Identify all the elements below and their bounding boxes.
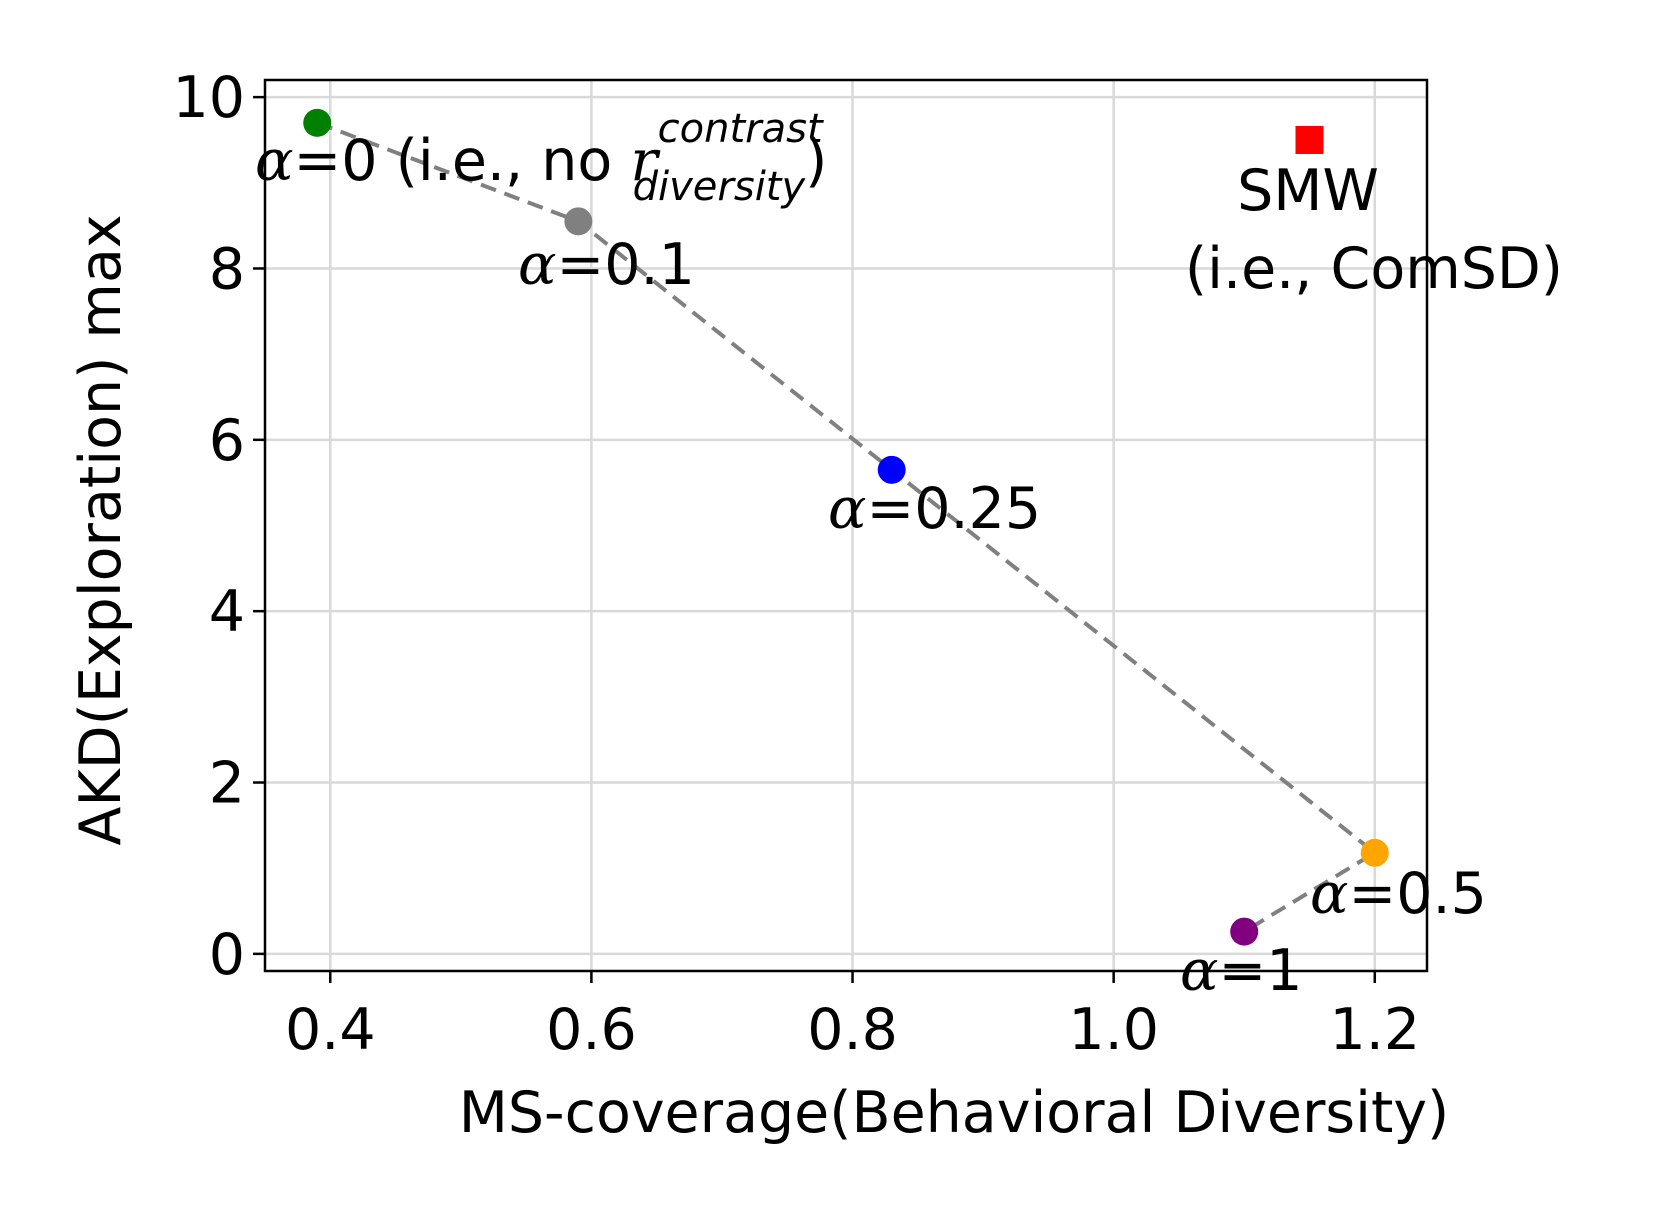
annotation-alpha-0-value: =0 (i.e., no <box>294 128 631 194</box>
y-tick-label: 2 <box>209 751 245 817</box>
alpha-symbol: α <box>255 128 294 194</box>
annotation-alpha-0-close: ) <box>805 128 827 194</box>
x-tick-label: 0.4 <box>285 997 376 1063</box>
alpha-symbol: α <box>518 232 557 298</box>
annotation-alpha-1: α=1 <box>1180 938 1303 1004</box>
r-superscript: contrast <box>658 106 824 152</box>
alpha-symbol: α <box>1310 861 1349 927</box>
alpha-symbol: α <box>828 476 867 542</box>
x-axis-ticks: 0.4 0.6 0.8 1.0 1.2 <box>285 971 1420 1063</box>
annotation-alpha-0.25-value: =0.25 <box>867 476 1042 542</box>
annotation-alpha-0: α=0 (i.e., no rcontrast diversity) <box>255 106 827 210</box>
x-tick-label: 0.8 <box>807 997 898 1063</box>
annotation-alpha-0.1: α=0.1 <box>518 232 695 298</box>
marker-alpha-1 <box>1230 917 1259 946</box>
annotation-alpha-1-value: =1 <box>1219 938 1303 1004</box>
x-tick-label: 1.2 <box>1329 997 1420 1063</box>
y-tick-label: 8 <box>209 236 245 302</box>
marker-alpha-0.25 <box>877 455 906 484</box>
annotation-alpha-0.25: α=0.25 <box>828 476 1041 542</box>
y-axis-ticks: 0 2 4 6 8 10 <box>172 65 265 988</box>
annotation-smw-sub: (i.e., ComSD) <box>1185 236 1563 302</box>
y-tick-label: 10 <box>172 65 245 131</box>
annotation-alpha-0.1-value: =0.1 <box>557 232 695 298</box>
annotation-alpha-0.5: α=0.5 <box>1310 861 1487 927</box>
marker-smw <box>1295 125 1324 154</box>
plot-frame <box>263 78 1429 973</box>
r-subscript: diversity <box>633 164 807 210</box>
annotation-alpha-0.5-value: =0.5 <box>1349 861 1487 927</box>
r-symbol: r <box>630 128 661 194</box>
x-tick-label: 1.0 <box>1068 997 1159 1063</box>
y-axis-title: AKD(Exploration) max <box>68 214 134 845</box>
y-tick-label: 6 <box>209 408 245 474</box>
x-tick-label: 0.6 <box>546 997 637 1063</box>
x-axis-title: MS-coverage(Behavioral Diversity) <box>459 1080 1450 1146</box>
marker-alpha-0.5 <box>1360 838 1389 867</box>
y-tick-label: 4 <box>209 579 245 645</box>
annotation-smw: SMW <box>1237 158 1379 224</box>
marker-alpha-0.1 <box>564 207 593 236</box>
grid <box>265 80 1427 971</box>
markers <box>303 108 1389 946</box>
y-tick-label: 0 <box>209 922 245 988</box>
marker-alpha-0 <box>303 108 332 137</box>
alpha-symbol: α <box>1180 938 1219 1004</box>
